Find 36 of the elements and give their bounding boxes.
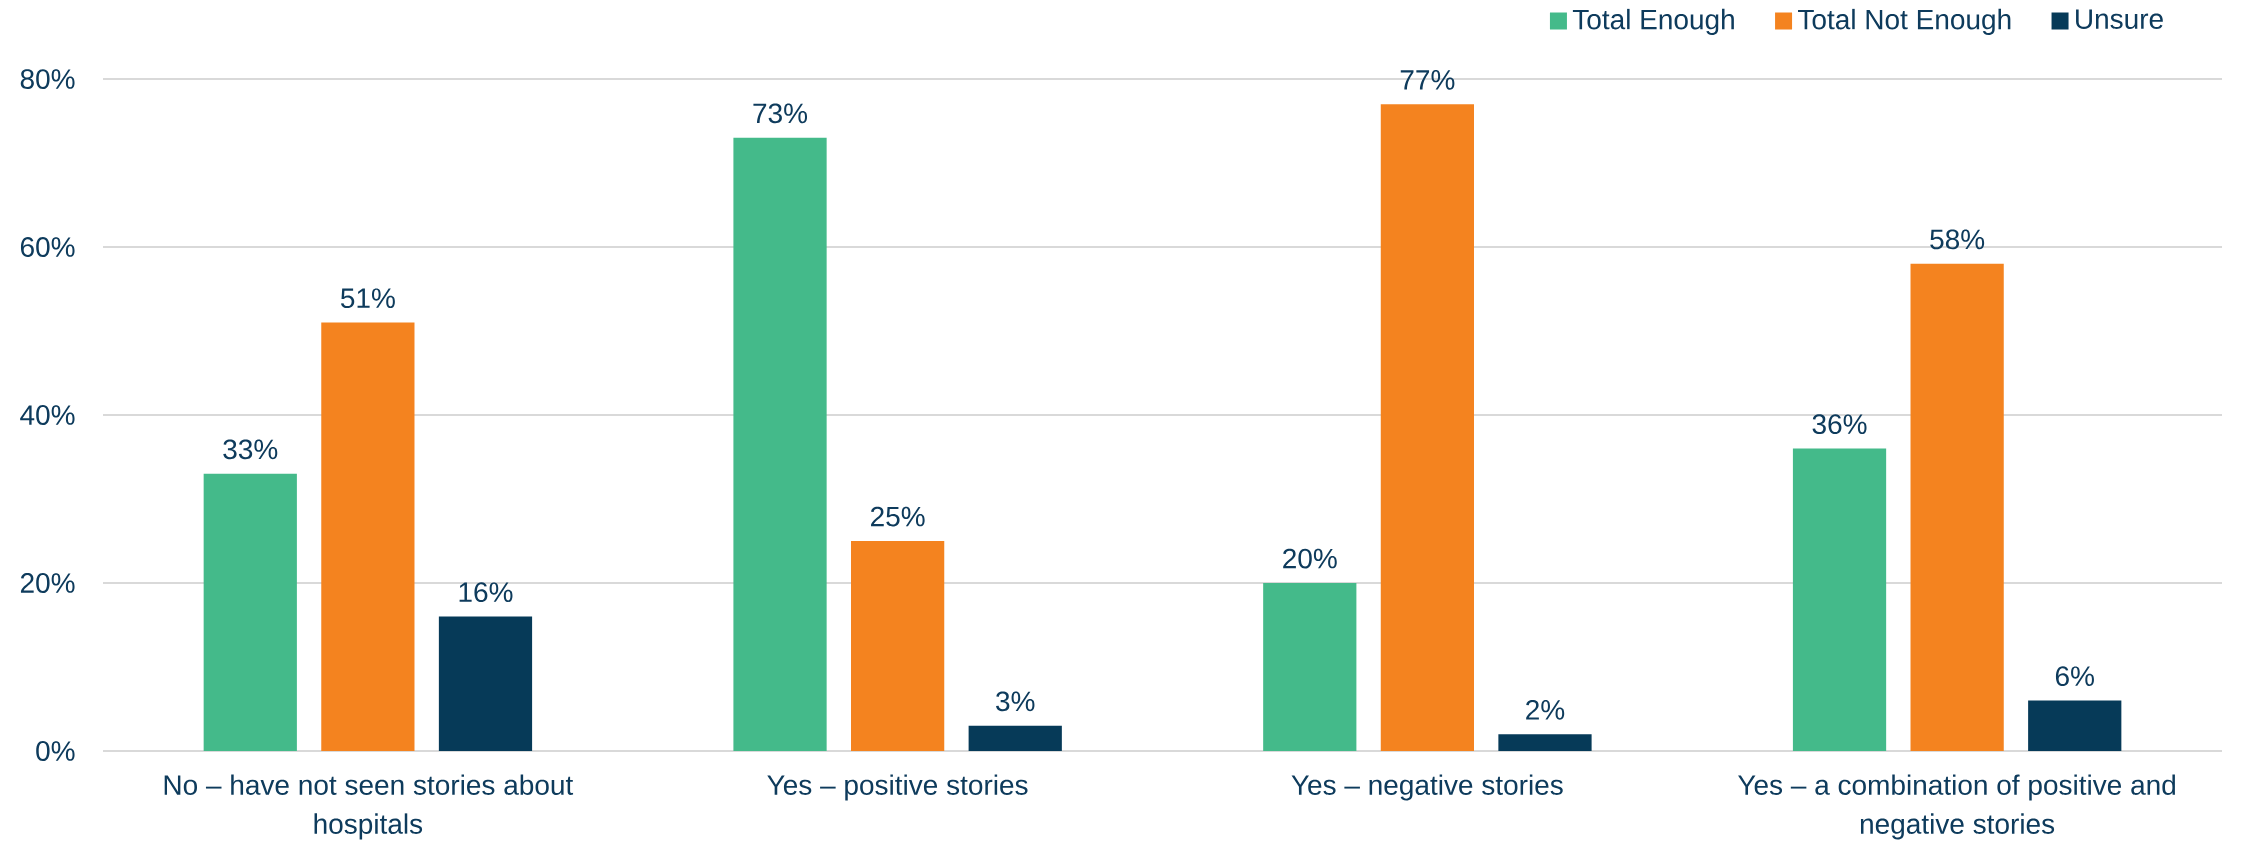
bar	[438, 616, 533, 751]
bar	[1380, 104, 1474, 751]
legend-label: Total Enough	[1572, 8, 1734, 35]
data-label: 36%	[1812, 414, 1867, 435]
y-tick-label: 60%	[20, 237, 75, 257]
bar	[733, 137, 827, 751]
y-tick-label: 0%	[36, 741, 75, 761]
legend-label: Unsure	[2076, 9, 2163, 29]
y-tick-label: 40%	[20, 405, 75, 425]
bar	[968, 725, 1062, 751]
data-label: 16%	[459, 582, 513, 603]
bar	[203, 473, 297, 751]
data-label: 73%	[753, 103, 808, 124]
data-label: 58%	[1930, 229, 1985, 250]
bar	[2028, 700, 2122, 751]
bar	[321, 322, 415, 751]
data-label: 2%	[1526, 699, 1565, 720]
data-label: 6%	[2055, 666, 2094, 687]
bar	[1498, 734, 1592, 751]
data-label: 20%	[1283, 548, 1337, 569]
x-tick-label: Yes – positive stories	[767, 774, 1028, 801]
bar	[851, 541, 945, 751]
x-tick-label: No – have not seen stories about hospitals	[164, 774, 574, 840]
x-tick-label: Yes – negative stories	[1291, 774, 1563, 801]
bar	[1910, 263, 2004, 751]
data-label: 33%	[223, 439, 278, 460]
data-label: 77%	[1400, 70, 1455, 90]
data-label: 25%	[871, 506, 925, 527]
bar	[1792, 448, 1887, 751]
y-tick-label: 80%	[20, 69, 75, 89]
y-tick-label: 20%	[20, 573, 75, 593]
data-label: 3%	[996, 691, 1035, 712]
data-label: 51%	[340, 288, 395, 309]
x-tick-label: Yes – a combination of positive and negative stories	[1738, 774, 2175, 840]
legend-label: Total Not Enough	[1798, 8, 2011, 35]
bar	[1263, 583, 1357, 751]
